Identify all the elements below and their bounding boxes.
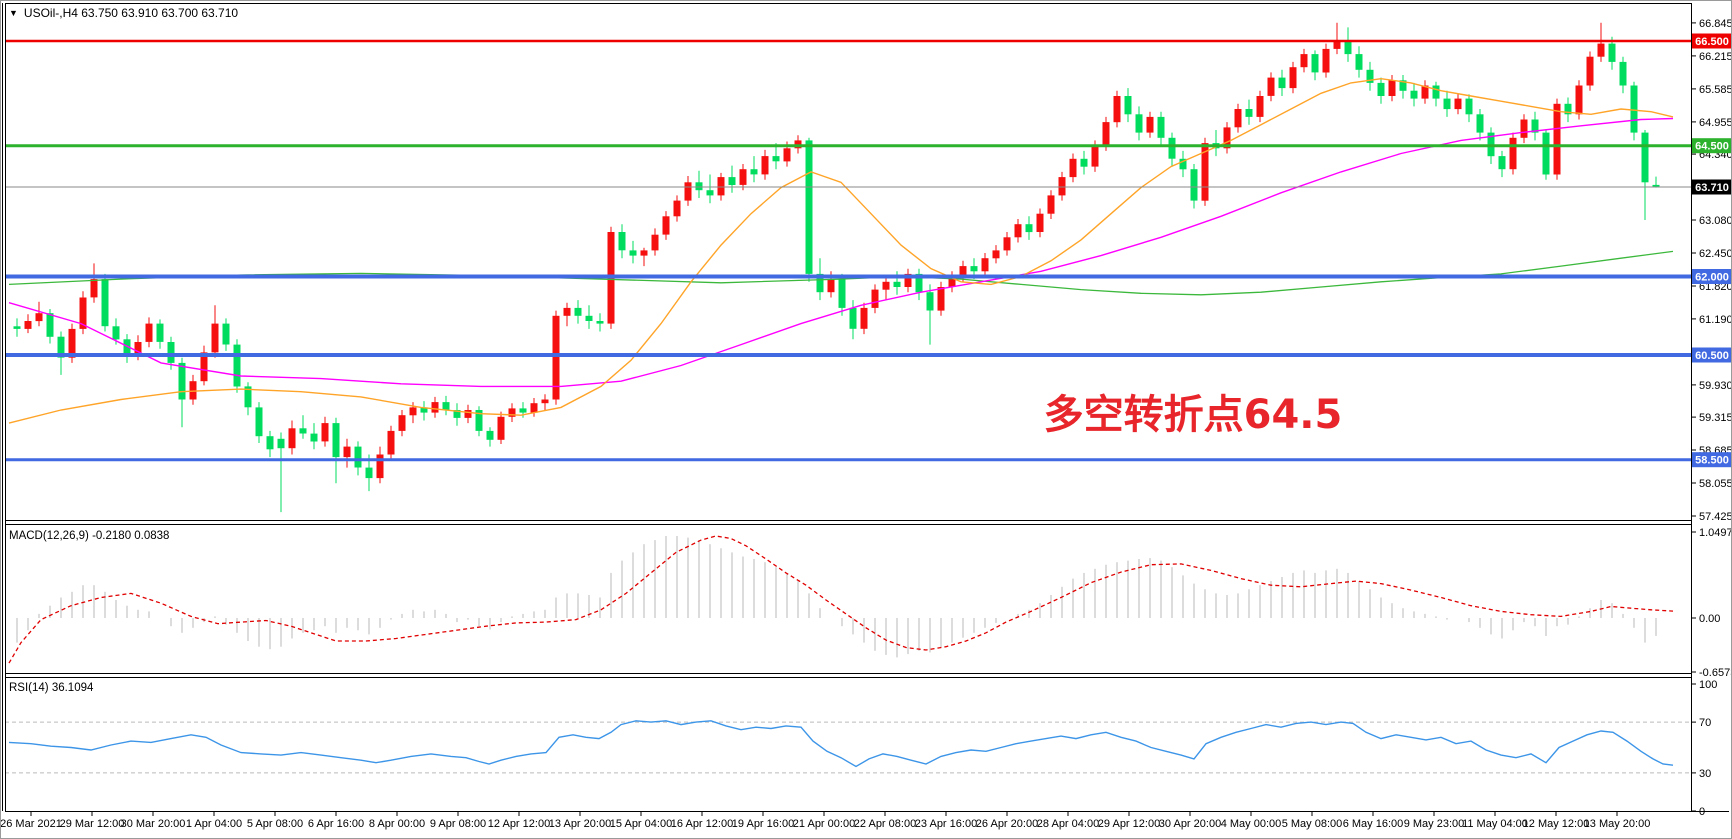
svg-text:16 Apr 12:00: 16 Apr 12:00 <box>671 818 733 830</box>
svg-text:65.585: 65.585 <box>1699 84 1732 96</box>
svg-text:5 May 08:00: 5 May 08:00 <box>1282 818 1343 830</box>
chart-annotation-text: 多空转折点64.5 <box>1043 392 1343 438</box>
svg-text:100: 100 <box>1699 679 1717 691</box>
svg-text:60.500: 60.500 <box>1695 350 1729 362</box>
svg-text:58.500: 58.500 <box>1695 455 1729 467</box>
svg-text:1.0497: 1.0497 <box>1699 527 1732 539</box>
svg-text:26 Apr 20:00: 26 Apr 20:00 <box>976 818 1038 830</box>
svg-text:59.930: 59.930 <box>1699 380 1732 392</box>
horizontal-level-lines[interactable] <box>5 39 1691 462</box>
price-badge: 66.500 <box>1692 33 1731 49</box>
price-badge: 63.710 <box>1692 179 1731 195</box>
svg-text:11 May 04:00: 11 May 04:00 <box>1462 818 1528 830</box>
svg-text:12 May 12:00: 12 May 12:00 <box>1523 818 1590 830</box>
svg-text:9 May 23:00: 9 May 23:00 <box>1404 818 1465 830</box>
svg-text:13 Apr 20:00: 13 Apr 20:00 <box>549 818 611 830</box>
candles <box>13 22 1660 513</box>
svg-text:66.845: 66.845 <box>1699 18 1732 30</box>
chart-titlebar: ▼ USOil-,H4 63.750 63.910 63.700 63.710 <box>9 6 238 20</box>
svg-text:29 Apr 12:00: 29 Apr 12:00 <box>1098 818 1160 830</box>
panel-borders <box>2 3 1729 812</box>
svg-text:0: 0 <box>1699 806 1705 818</box>
svg-text:15 Apr 04:00: 15 Apr 04:00 <box>610 818 672 830</box>
svg-text:63.710: 63.710 <box>1695 182 1729 194</box>
svg-text:4 May 00:00: 4 May 00:00 <box>1221 818 1282 830</box>
rsi-panel <box>5 720 1691 774</box>
chart-title-ohlc: USOil-,H4 63.750 63.910 63.700 63.710 <box>23 6 239 20</box>
svg-text:22 Apr 08:00: 22 Apr 08:00 <box>854 818 916 830</box>
price-badge: 58.500 <box>1692 452 1731 468</box>
macd-indicator-label: MACD(12,26,9) -0.2180 0.0838 <box>9 530 170 542</box>
svg-text:23 Apr 16:00: 23 Apr 16:00 <box>915 818 977 830</box>
svg-text:8 Apr 00:00: 8 Apr 00:00 <box>369 818 425 830</box>
svg-text:30 Mar 20:00: 30 Mar 20:00 <box>121 818 186 830</box>
svg-text:64.955: 64.955 <box>1699 117 1732 129</box>
svg-text:13 May 20:00: 13 May 20:00 <box>1584 818 1651 830</box>
svg-text:29 Mar 12:00: 29 Mar 12:00 <box>60 818 125 830</box>
rsi-indicator-label: RSI(14) 36.1094 <box>9 682 94 694</box>
price-badge: 64.500 <box>1692 138 1731 154</box>
svg-text:6 Apr 16:00: 6 Apr 16:00 <box>308 818 364 830</box>
svg-text:19 Apr 16:00: 19 Apr 16:00 <box>732 818 794 830</box>
svg-text:62.450: 62.450 <box>1699 248 1732 260</box>
macd-panel <box>8 535 1674 664</box>
price-badge: 60.500 <box>1692 347 1731 363</box>
price-axis[interactable]: 66.84566.21565.58564.95564.34063.08062.4… <box>1691 18 1732 818</box>
svg-text:63.080: 63.080 <box>1699 215 1732 227</box>
svg-text:28 Apr 04:00: 28 Apr 04:00 <box>1037 818 1099 830</box>
svg-text:0.00: 0.00 <box>1699 613 1720 625</box>
svg-text:21 Apr 00:00: 21 Apr 00:00 <box>793 818 855 830</box>
svg-text:12 Apr 12:00: 12 Apr 12:00 <box>488 818 550 830</box>
price-badge: 62.000 <box>1692 269 1731 284</box>
svg-text:1 Apr 04:00: 1 Apr 04:00 <box>186 818 242 830</box>
svg-text:6 May 16:00: 6 May 16:00 <box>1343 818 1404 830</box>
svg-text:64.500: 64.500 <box>1695 141 1729 153</box>
svg-text:5 Apr 08:00: 5 Apr 08:00 <box>247 818 303 830</box>
svg-text:66.215: 66.215 <box>1699 51 1732 63</box>
svg-text:70: 70 <box>1699 717 1711 729</box>
symbol-dropdown-icon[interactable]: ▼ <box>9 8 18 18</box>
svg-text:62.000: 62.000 <box>1695 272 1729 284</box>
svg-text:61.190: 61.190 <box>1699 314 1732 326</box>
svg-text:9 Apr 08:00: 9 Apr 08:00 <box>430 818 486 830</box>
svg-text:57.425: 57.425 <box>1699 511 1732 523</box>
svg-text:26 Mar 2021: 26 Mar 2021 <box>1 818 62 830</box>
svg-text:30 Apr 20:00: 30 Apr 20:00 <box>1159 818 1221 830</box>
svg-text:58.055: 58.055 <box>1699 478 1732 490</box>
svg-text:59.315: 59.315 <box>1699 412 1732 424</box>
svg-text:30: 30 <box>1699 768 1711 780</box>
svg-text:-0.6573: -0.6573 <box>1699 667 1732 679</box>
svg-text:66.500: 66.500 <box>1695 36 1729 48</box>
